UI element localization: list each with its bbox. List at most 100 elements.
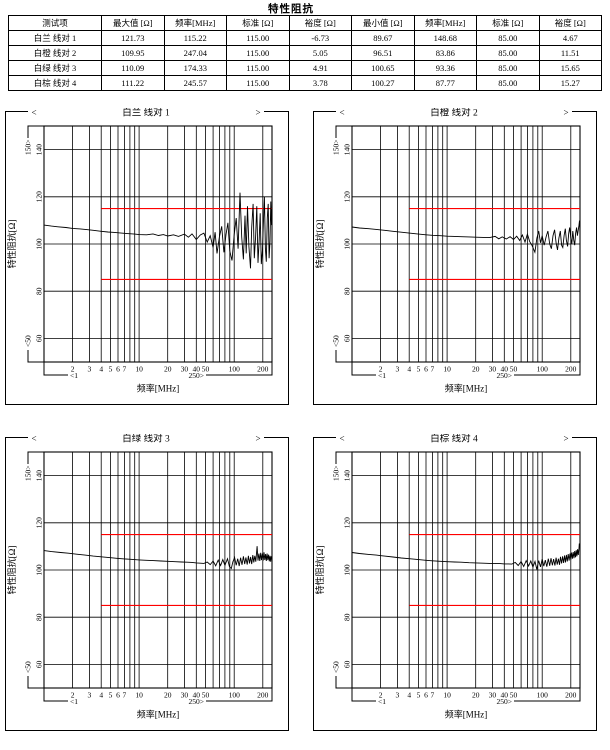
y-min-leader (335, 676, 352, 689)
y-min-label: <50 (24, 335, 33, 347)
table-cell: 85.00 (476, 75, 540, 91)
chart-outer-box (5, 437, 289, 731)
x-tick-label: 30 (181, 691, 189, 700)
x-tick-label: 30 (181, 365, 189, 374)
title-mask (336, 434, 572, 445)
x-tick-label: 100 (537, 365, 549, 374)
table-cell: 245.57 (163, 75, 227, 91)
x-max-label: 250> (497, 371, 512, 380)
y-max-leader (27, 125, 44, 138)
x-tick-label: 6 (116, 365, 120, 374)
x-min-label: <1 (378, 697, 386, 706)
y-min-label: <50 (24, 661, 33, 673)
y-tick-label: 80 (35, 287, 44, 295)
title-arrow-left-icon: < (31, 108, 36, 118)
x-tick-label: 30 (489, 365, 497, 374)
chart-outer-box (313, 437, 597, 731)
x-tick-label: 4 (407, 365, 411, 374)
page-title: 特性阻抗 (268, 4, 314, 15)
title-arrow-left-icon: < (339, 108, 344, 118)
x-tick-label: 7 (123, 691, 127, 700)
x-tick-label: 5 (417, 691, 421, 700)
x-tick-label: 10 (443, 691, 451, 700)
y-max-leader (27, 451, 44, 464)
y-axis-title: 特性阻抗[Ω] (314, 546, 325, 595)
title-arrow-left-icon: < (31, 434, 36, 444)
y-min-label: <50 (332, 661, 341, 673)
impedance-chart-2: 60 80 100 120 140 2 3 4 5 6 7 10 20 30 40 50 100 200 150> <… (313, 108, 597, 405)
y-axis-title: 特性阻抗[Ω] (6, 220, 17, 269)
impedance-curve (43, 546, 273, 570)
x-tick-label: 6 (424, 691, 428, 700)
title-arrow-right-icon: > (563, 108, 568, 118)
x-axis-title: 频率[MHz] (445, 709, 488, 720)
y-max-leader (335, 451, 352, 464)
plot-frame (43, 125, 273, 363)
x-tick-label: 50 (510, 691, 518, 700)
x-min-leader (43, 688, 68, 702)
y-tick-label: 120 (35, 517, 44, 529)
y-max-label: 150> (332, 140, 341, 155)
x-tick-label: 2 (379, 691, 383, 700)
x-max-leader (206, 362, 273, 376)
y-min-leader (335, 350, 352, 363)
y-tick-label: 60 (35, 334, 44, 342)
chart-outer-box (5, 111, 289, 405)
x-tick-label: 40 (501, 691, 509, 700)
x-min-leader (351, 688, 376, 702)
x-tick-label: 7 (431, 691, 435, 700)
impedance-curve (351, 220, 581, 254)
y-tick-label: 100 (343, 564, 352, 576)
title-mask (28, 434, 264, 445)
x-tick-label: 20 (164, 365, 172, 374)
results-table: 测试项 最大值 [Ω] 频率[MHz] 标准 [Ω] 裕度 [Ω] 最小值 [Ω] 频率[M… (8, 15, 602, 91)
y-tick-label: 140 (35, 470, 44, 482)
x-tick-label: 20 (472, 691, 480, 700)
chart-title: 白绿 线对 3 (122, 434, 170, 445)
impedance-chart-4: 60 80 100 120 140 2 3 4 5 6 7 10 20 30 40 50 100 200 150> <… (313, 434, 597, 731)
table-row: 白绿 线对 3 110.09 174.33 115.00 4.91 100.65 93.36… (8, 60, 602, 76)
title-mask (28, 108, 264, 119)
y-tick-label: 60 (343, 660, 352, 668)
x-min-label: <1 (378, 371, 386, 380)
y-axis-title: 特性阻抗[Ω] (314, 220, 325, 269)
table-cell: 115.00 (226, 75, 290, 91)
y-tick-label: 140 (35, 144, 44, 156)
y-max-label: 150> (24, 466, 33, 481)
table-cell: 11.51 (538, 45, 602, 61)
y-tick-label: 140 (343, 470, 352, 482)
x-axis-title: 频率[MHz] (137, 709, 180, 720)
x-tick-label: 4 (407, 691, 411, 700)
x-tick-label: 50 (510, 365, 518, 374)
chart-title: 白橙 线对 2 (430, 108, 478, 119)
x-tick-label: 200 (257, 691, 269, 700)
x-tick-label: 2 (71, 691, 75, 700)
y-max-leader (335, 125, 352, 138)
x-max-leader (514, 688, 581, 702)
x-tick-label: 10 (443, 365, 451, 374)
x-tick-label: 40 (501, 365, 509, 374)
x-axis-title: 频率[MHz] (445, 383, 488, 394)
y-tick-label: 120 (343, 191, 352, 203)
y-max-label: 150> (332, 466, 341, 481)
x-max-label: 250> (497, 697, 512, 706)
x-tick-label: 3 (396, 691, 400, 700)
x-tick-label: 50 (202, 365, 210, 374)
y-tick-label: 80 (343, 287, 352, 295)
x-tick-label: 3 (88, 691, 92, 700)
x-tick-label: 10 (135, 365, 143, 374)
title-mask (336, 108, 572, 119)
title-arrow-right-icon: > (255, 108, 260, 118)
table-row: 白棕 线对 4 111.22 245.57 115.00 3.78 100.27 87.77… (8, 75, 602, 91)
x-tick-label: 10 (135, 691, 143, 700)
x-tick-label: 30 (489, 691, 497, 700)
table-cell: 3.78 (288, 75, 352, 91)
title-arrow-left-icon: < (339, 434, 344, 444)
x-tick-label: 200 (565, 691, 577, 700)
plot-frame (351, 451, 581, 689)
x-tick-label: 2 (71, 365, 75, 374)
table-cell: 111.22 (101, 75, 165, 91)
y-min-label: <50 (332, 335, 341, 347)
x-tick-label: 40 (193, 691, 201, 700)
